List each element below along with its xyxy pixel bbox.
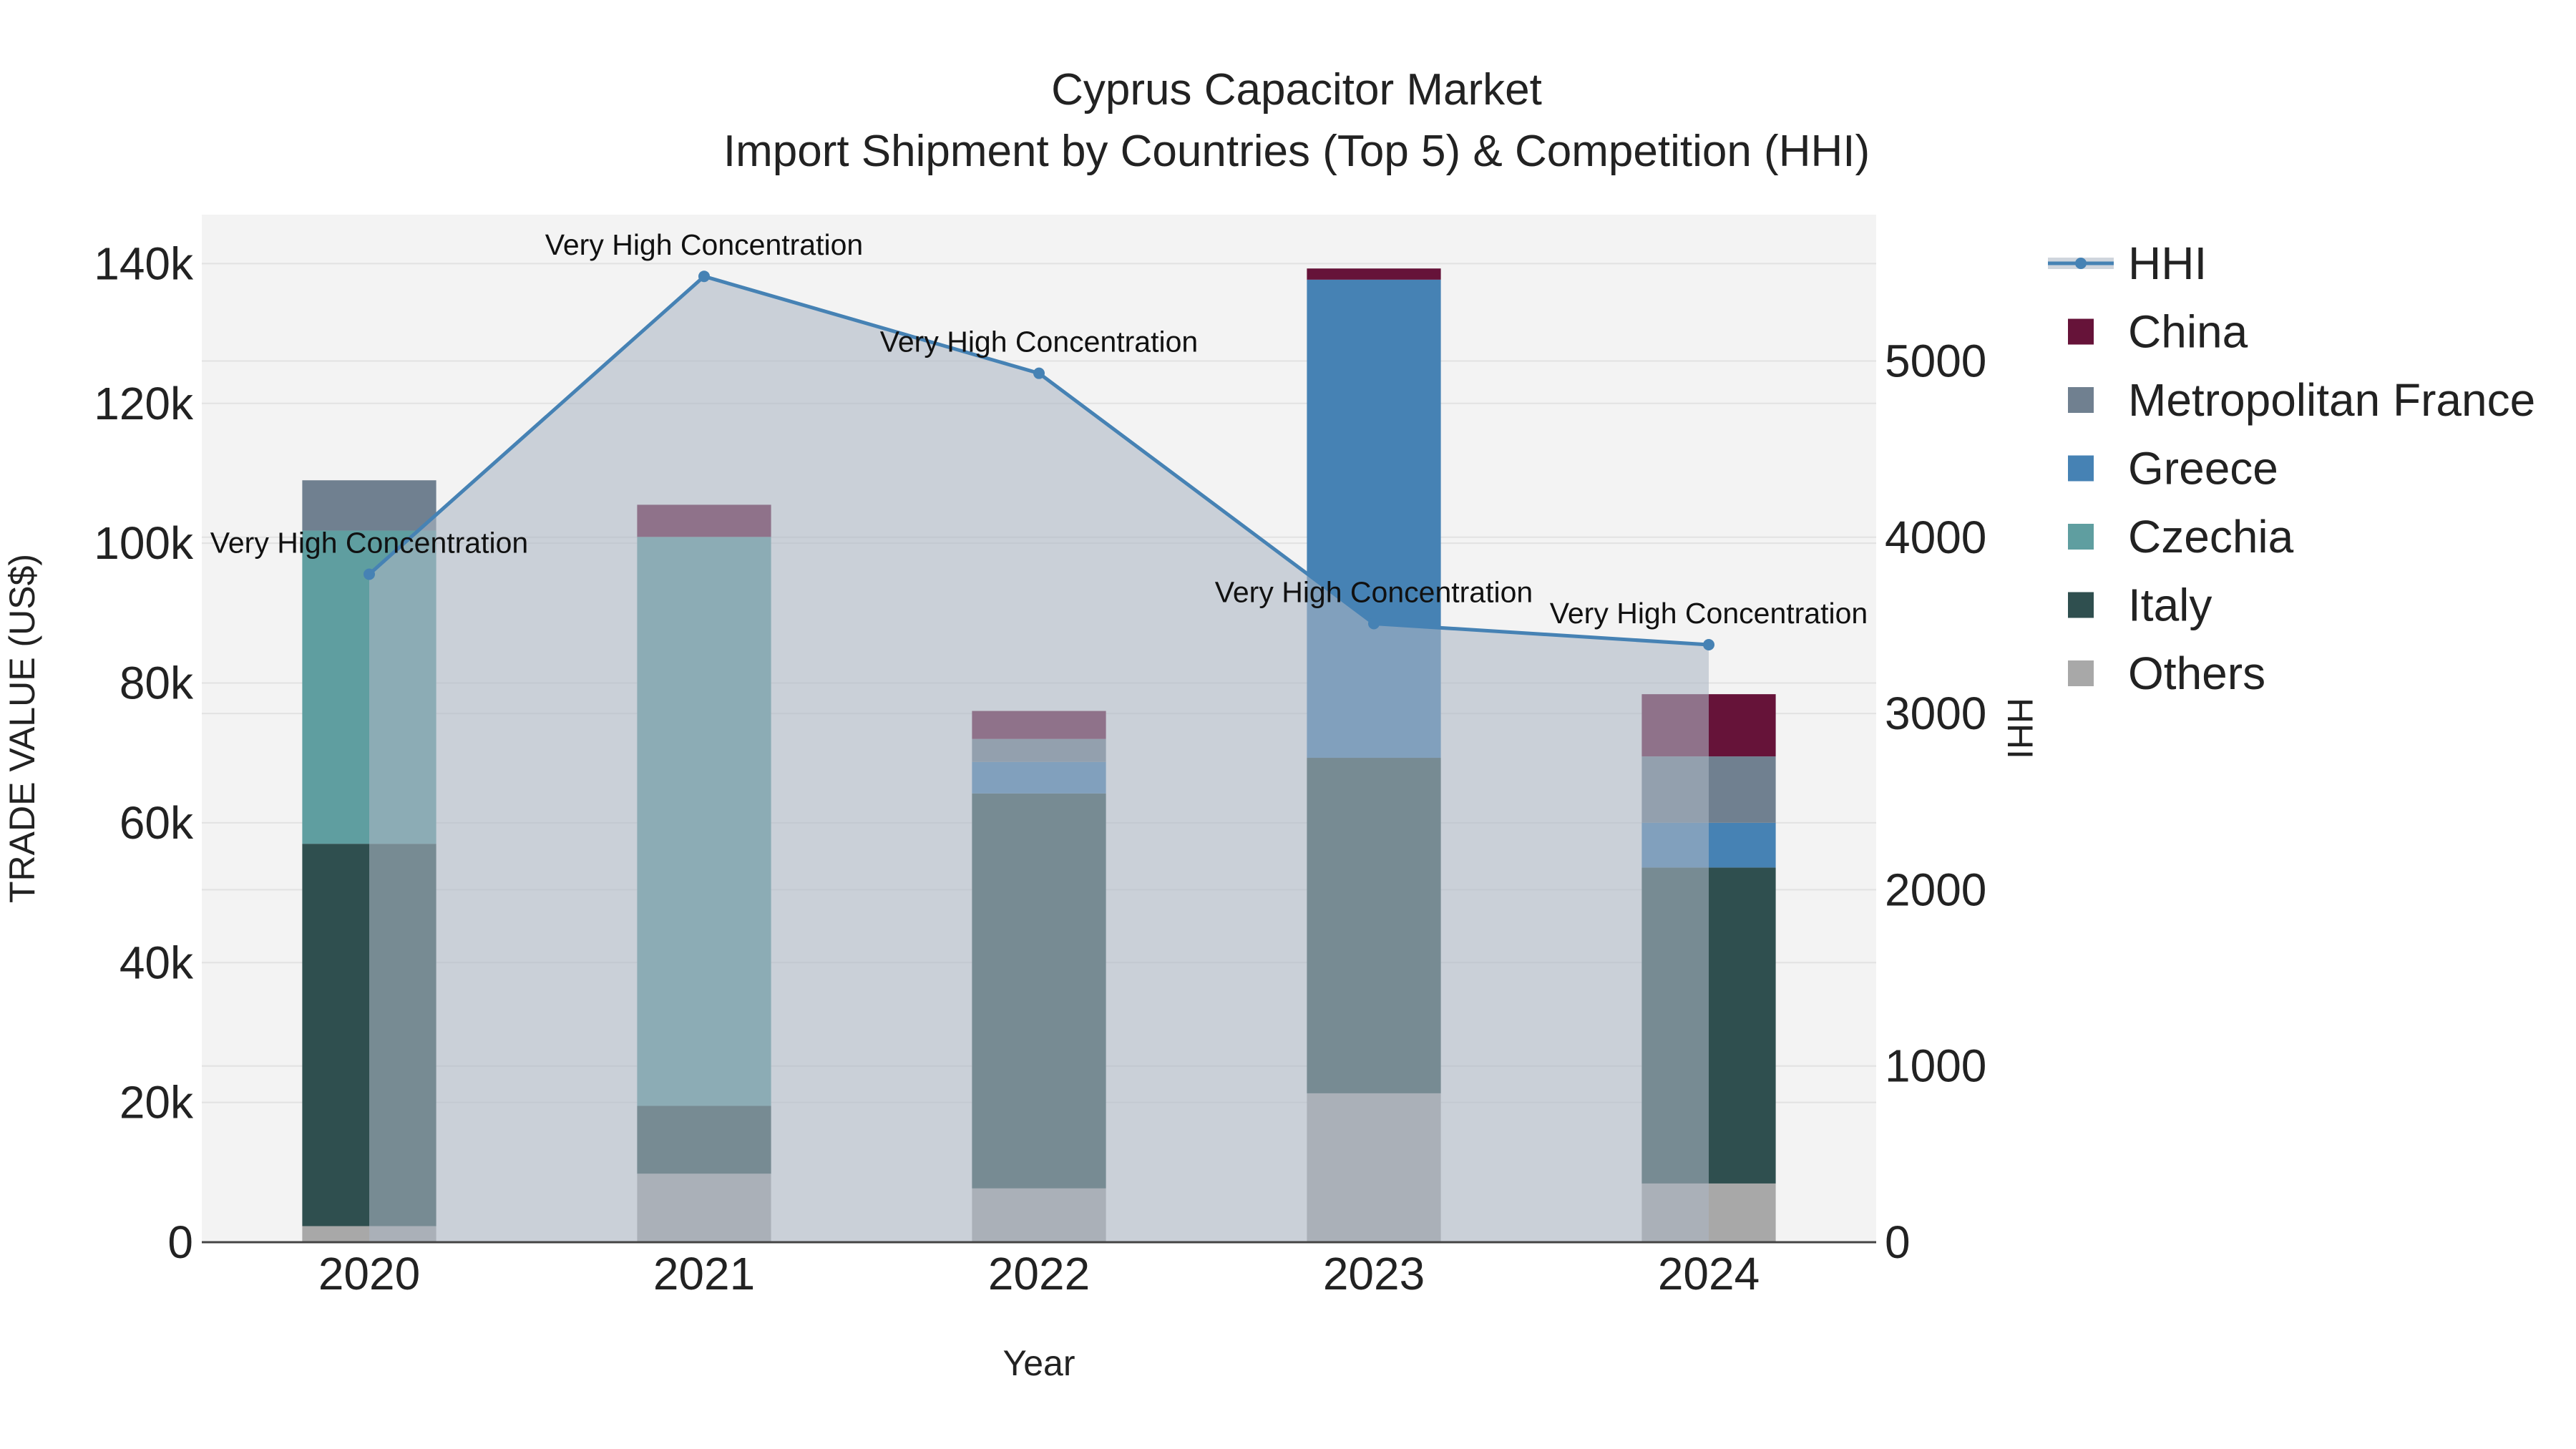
legend-label-hhi: HHI: [2128, 238, 2207, 289]
y-tick-label: 100k: [94, 517, 194, 569]
legend-swatch-hhi-marker: [2075, 258, 2087, 269]
hhi-point-2022: [1033, 367, 1045, 379]
y2-tick-label: 0: [1885, 1216, 1911, 1268]
y2-tick-label: 1000: [1885, 1040, 1986, 1092]
legend-label-china: China: [2128, 306, 2248, 358]
y2-tick-label: 4000: [1885, 512, 1986, 563]
y-tick-label: 20k: [119, 1077, 194, 1128]
x-tick-label: 2024: [1658, 1248, 1760, 1299]
hhi-annotation: Very High Concentration: [210, 526, 528, 559]
legend-swatch-italy: [2068, 592, 2094, 618]
y-tick-label: 0: [167, 1216, 193, 1268]
y-axis-title: TRADE VALUE (US$): [2, 554, 42, 903]
hhi-annotation: Very High Concentration: [1215, 575, 1533, 608]
x-tick-label: 2023: [1323, 1248, 1425, 1299]
legend-label-others: Others: [2128, 648, 2265, 699]
hhi-point-2021: [698, 270, 710, 283]
y-tick-label: 60k: [119, 797, 194, 849]
legend-label-italy: Italy: [2128, 580, 2212, 631]
y-tick-label: 40k: [119, 937, 194, 988]
bar-china-2023: [1307, 268, 1441, 280]
legend-swatch-greece: [2068, 455, 2094, 482]
hhi-area-fill: [369, 276, 1709, 1243]
y-tick-label: 80k: [119, 658, 194, 709]
y2-tick-label: 5000: [1885, 335, 1986, 386]
bar-metropolitan-france-2020: [302, 480, 436, 531]
legend-label-metropolitan-france: Metropolitan France: [2128, 374, 2535, 426]
legend: HHI China Metropolitan France Greece Czechia…: [2048, 238, 2535, 699]
legend-label-greece: Greece: [2128, 443, 2278, 494]
hhi-annotation: Very High Concentration: [880, 326, 1198, 358]
y2-tick-label: 2000: [1885, 864, 1986, 915]
hhi-annotation: Very High Concentration: [1550, 597, 1868, 630]
chart-subtitle: Import Shipment by Countries (Top 5) & C…: [723, 127, 1870, 176]
x-tick-label: 2020: [318, 1248, 420, 1299]
y-tick-label: 140k: [94, 238, 194, 289]
legend-swatch-czechia: [2068, 524, 2094, 550]
hhi-area: [369, 276, 1709, 1243]
y2-tick-label: 3000: [1885, 688, 1986, 739]
axis-ticks: 0 20k 40k 60k 80k 100k 120k 140k 0 1000 2000 3000 40…: [94, 238, 1986, 1299]
hhi-annotations: Very High Concentration Very High Concent…: [210, 228, 1868, 630]
x-axis-title: Year: [1002, 1343, 1075, 1383]
legend-swatch-metropolitan-france: [2068, 387, 2094, 413]
hhi-line: [364, 270, 1714, 651]
hhi-point-2023: [1368, 618, 1380, 630]
hhi-point-2020: [364, 568, 375, 580]
chart-title: Cyprus Capacitor Market: [1051, 65, 1542, 114]
legend-swatch-others: [2068, 660, 2094, 686]
legend-swatch-china: [2068, 318, 2094, 345]
y2-axis-title: HHI: [2000, 698, 2040, 759]
x-tick-label: 2021: [653, 1248, 755, 1299]
x-tick-label: 2022: [988, 1248, 1090, 1299]
legend-label-czechia: Czechia: [2128, 511, 2294, 562]
hhi-point-2024: [1703, 639, 1714, 651]
hhi-annotation: Very High Concentration: [545, 228, 863, 261]
y-tick-label: 120k: [94, 378, 194, 429]
